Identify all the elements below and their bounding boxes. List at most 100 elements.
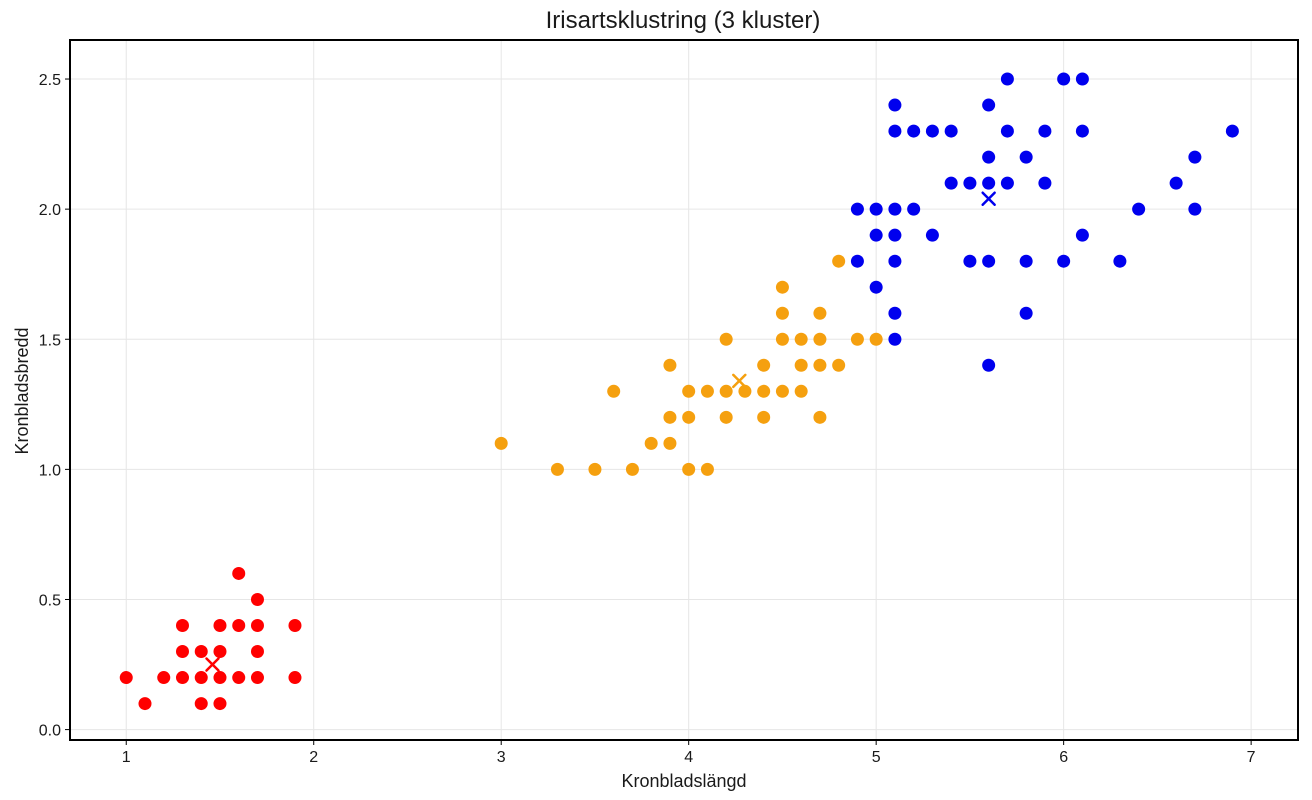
data-point [963, 254, 977, 268]
y-tick-label: 0.5 [39, 592, 61, 609]
x-tick-label: 4 [684, 749, 693, 766]
data-point [1000, 72, 1014, 86]
data-point [1000, 124, 1014, 138]
data-point [288, 671, 302, 685]
data-point [888, 98, 902, 112]
data-point [832, 254, 846, 268]
data-point [1019, 150, 1033, 164]
x-axis-ticks: 1 2 3 4 5 6 7 [122, 740, 1256, 766]
data-point [982, 176, 996, 190]
data-point [288, 619, 302, 633]
y-axis-ticks: 0.0 0.5 1.0 1.5 2.0 2.5 [39, 72, 70, 740]
data-point [1188, 150, 1202, 164]
data-point [1057, 254, 1071, 268]
data-point [719, 410, 733, 424]
data-point [250, 619, 264, 633]
data-point [944, 176, 958, 190]
data-point [719, 332, 733, 346]
data-point [888, 228, 902, 242]
data-point [1113, 254, 1127, 268]
data-point [213, 619, 227, 633]
data-point [175, 645, 189, 659]
x-tick-label: 3 [497, 749, 506, 766]
data-point [1075, 72, 1089, 86]
data-point [775, 384, 789, 398]
data-point [682, 410, 696, 424]
data-point [869, 332, 883, 346]
data-point [700, 462, 714, 476]
data-point [1057, 72, 1071, 86]
y-tick-label: 2.0 [39, 202, 61, 219]
data-point [1132, 202, 1146, 216]
data-point [232, 671, 246, 685]
data-point [850, 332, 864, 346]
data-point [888, 332, 902, 346]
data-point [550, 462, 564, 476]
grid-lines [70, 40, 1298, 740]
data-point [794, 358, 808, 372]
data-point [119, 671, 133, 685]
data-point [1075, 228, 1089, 242]
data-point [250, 592, 264, 606]
y-axis-label: Kronbladsbredd [12, 327, 32, 454]
data-point [982, 358, 996, 372]
data-point [963, 176, 977, 190]
data-point [663, 436, 677, 450]
y-tick-label: 1.0 [39, 462, 61, 479]
data-point [925, 228, 939, 242]
data-point [194, 645, 208, 659]
y-tick-label: 2.5 [39, 72, 61, 89]
data-point [1188, 202, 1202, 216]
x-tick-label: 6 [1059, 749, 1068, 766]
data-point [682, 384, 696, 398]
data-point [869, 280, 883, 294]
x-tick-label: 5 [872, 749, 881, 766]
data-point [1225, 124, 1239, 138]
data-point [794, 384, 808, 398]
data-point [757, 410, 771, 424]
data-point [832, 358, 846, 372]
data-point [644, 436, 658, 450]
data-point [175, 671, 189, 685]
data-point [250, 645, 264, 659]
data-point [907, 124, 921, 138]
data-point [157, 671, 171, 685]
data-point [944, 124, 958, 138]
data-point [813, 306, 827, 320]
data-point [888, 254, 902, 268]
data-point [925, 124, 939, 138]
data-point [757, 358, 771, 372]
data-point [494, 436, 508, 450]
data-point [194, 697, 208, 711]
data-point [1075, 124, 1089, 138]
x-tick-label: 7 [1247, 749, 1256, 766]
data-point [719, 384, 733, 398]
data-point [813, 410, 827, 424]
data-point [850, 254, 864, 268]
data-point [607, 384, 621, 398]
y-tick-label: 0.0 [39, 723, 61, 740]
data-point [982, 98, 996, 112]
data-point [625, 462, 639, 476]
data-point [907, 202, 921, 216]
data-point [1019, 306, 1033, 320]
x-axis-label: Kronbladslängd [621, 771, 746, 791]
data-point [850, 202, 864, 216]
data-point [869, 228, 883, 242]
data-point [1000, 176, 1014, 190]
data-point [213, 645, 227, 659]
data-point [1038, 176, 1052, 190]
data-point [813, 332, 827, 346]
data-point [1169, 176, 1183, 190]
data-point [682, 462, 696, 476]
y-tick-label: 1.5 [39, 332, 61, 349]
data-points [119, 72, 1239, 711]
data-point [794, 332, 808, 346]
x-tick-label: 2 [309, 749, 318, 766]
data-point [888, 306, 902, 320]
data-point [194, 671, 208, 685]
chart-title: Irisartsklustring (3 kluster) [546, 7, 821, 34]
data-point [775, 280, 789, 294]
plot-frame [69, 39, 1299, 741]
